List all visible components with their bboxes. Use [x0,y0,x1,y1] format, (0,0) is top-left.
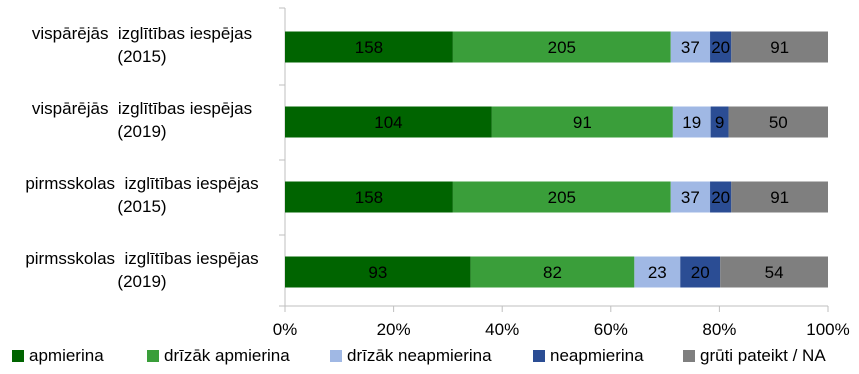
bar-segment [728,106,828,138]
bar-row: 158 205 37 20 91 [285,181,828,213]
data-label: 20 [711,38,730,57]
category-label-line: vispārējās izglītības iespējas [32,24,252,43]
legend-swatch [330,350,342,362]
category-label: vispārējās izglītības iespējas (2019) [32,99,252,141]
data-label: 50 [769,113,788,132]
category-label: pirmsskolas izglītības iespējas (2015) [25,174,258,216]
category-label-line: (2015) [117,47,166,66]
bar-segment [731,181,828,213]
x-axis-tick-labels: 0% 20% 40% 60% 80% 100% [273,320,850,339]
data-label: 91 [770,38,789,57]
x-tick-label: 0% [273,320,298,339]
data-label: 93 [368,263,387,282]
bar-segment [634,256,681,288]
data-label: 205 [548,38,576,57]
category-label-line: (2015) [117,197,166,216]
bar-segment [680,256,721,288]
legend-swatch [147,350,159,362]
x-tick-label: 60% [594,320,628,339]
data-label: 205 [548,188,576,207]
data-label: 19 [682,113,701,132]
legend-label: drīzāk neapmierina [347,346,492,365]
bar-segment [670,181,711,213]
legend-item: drīzāk apmierina [147,346,290,365]
x-tick-label: 100% [806,320,849,339]
bar-segment [452,31,671,63]
bar-segment [285,256,471,288]
bar-segment [452,181,671,213]
bars-layer: 158 205 37 20 91 104 91 19 9 50 158 205 37 20 91 93 82 23… [285,31,828,288]
bar-segment [285,31,453,63]
data-label: 91 [770,188,789,207]
x-tick-label: 80% [702,320,736,339]
category-label-line: (2019) [117,272,166,291]
bar-segment [470,256,635,288]
data-label: 91 [573,113,592,132]
x-tick-label: 20% [377,320,411,339]
data-label: 158 [355,188,383,207]
category-label: pirmsskolas izglītības iespējas (2019) [25,249,258,291]
legend-item: grūti pateikt / NA [683,346,826,365]
data-label: 23 [648,263,667,282]
bar-row: 93 82 23 20 54 [285,256,828,288]
legend-label: apmierina [29,346,104,365]
data-label: 37 [681,38,700,57]
legend: apmierina drīzāk apmierina drīzāk neapmier… [12,346,826,365]
data-label: 37 [681,188,700,207]
bar-segment [285,181,453,213]
bar-segment [731,31,828,63]
x-tick-label: 40% [485,320,519,339]
legend-label: grūti pateikt / NA [700,346,826,365]
bar-segment [710,181,732,213]
category-label-line: pirmsskolas izglītības iespējas [25,174,258,193]
category-labels: vispārējās izglītības iespējas(2015)visp… [25,24,258,291]
category-label-line: pirmsskolas izglītības iespējas [25,249,258,268]
data-label: 158 [355,38,383,57]
legend-swatch [12,350,24,362]
legend-item: drīzāk neapmierina [330,346,492,365]
bar-segment [491,106,673,138]
bar-row: 158 205 37 20 91 [285,31,828,63]
data-label: 104 [374,113,402,132]
data-label: 9 [715,113,724,132]
legend-item: neapmierina [533,346,644,365]
bar-segment [285,106,492,138]
legend-label: drīzāk apmierina [164,346,290,365]
bar-segment [672,106,711,138]
legend-swatch [683,350,695,362]
data-label: 20 [691,263,710,282]
bar-row: 104 91 19 9 50 [285,106,828,138]
bar-segment [710,31,732,63]
bar-segment [720,256,828,288]
data-label: 20 [711,188,730,207]
bar-segment [710,106,729,138]
data-label: 82 [543,263,562,282]
category-label: vispārējās izglītības iespējas (2015) [32,24,252,66]
legend-label: neapmierina [550,346,644,365]
legend-item: apmierina [12,346,104,365]
legend-swatch [533,350,545,362]
category-label-line: (2019) [117,122,166,141]
bar-segment [670,31,711,63]
category-label-line: vispārējās izglītības iespējas [32,99,252,118]
data-label: 54 [765,263,784,282]
